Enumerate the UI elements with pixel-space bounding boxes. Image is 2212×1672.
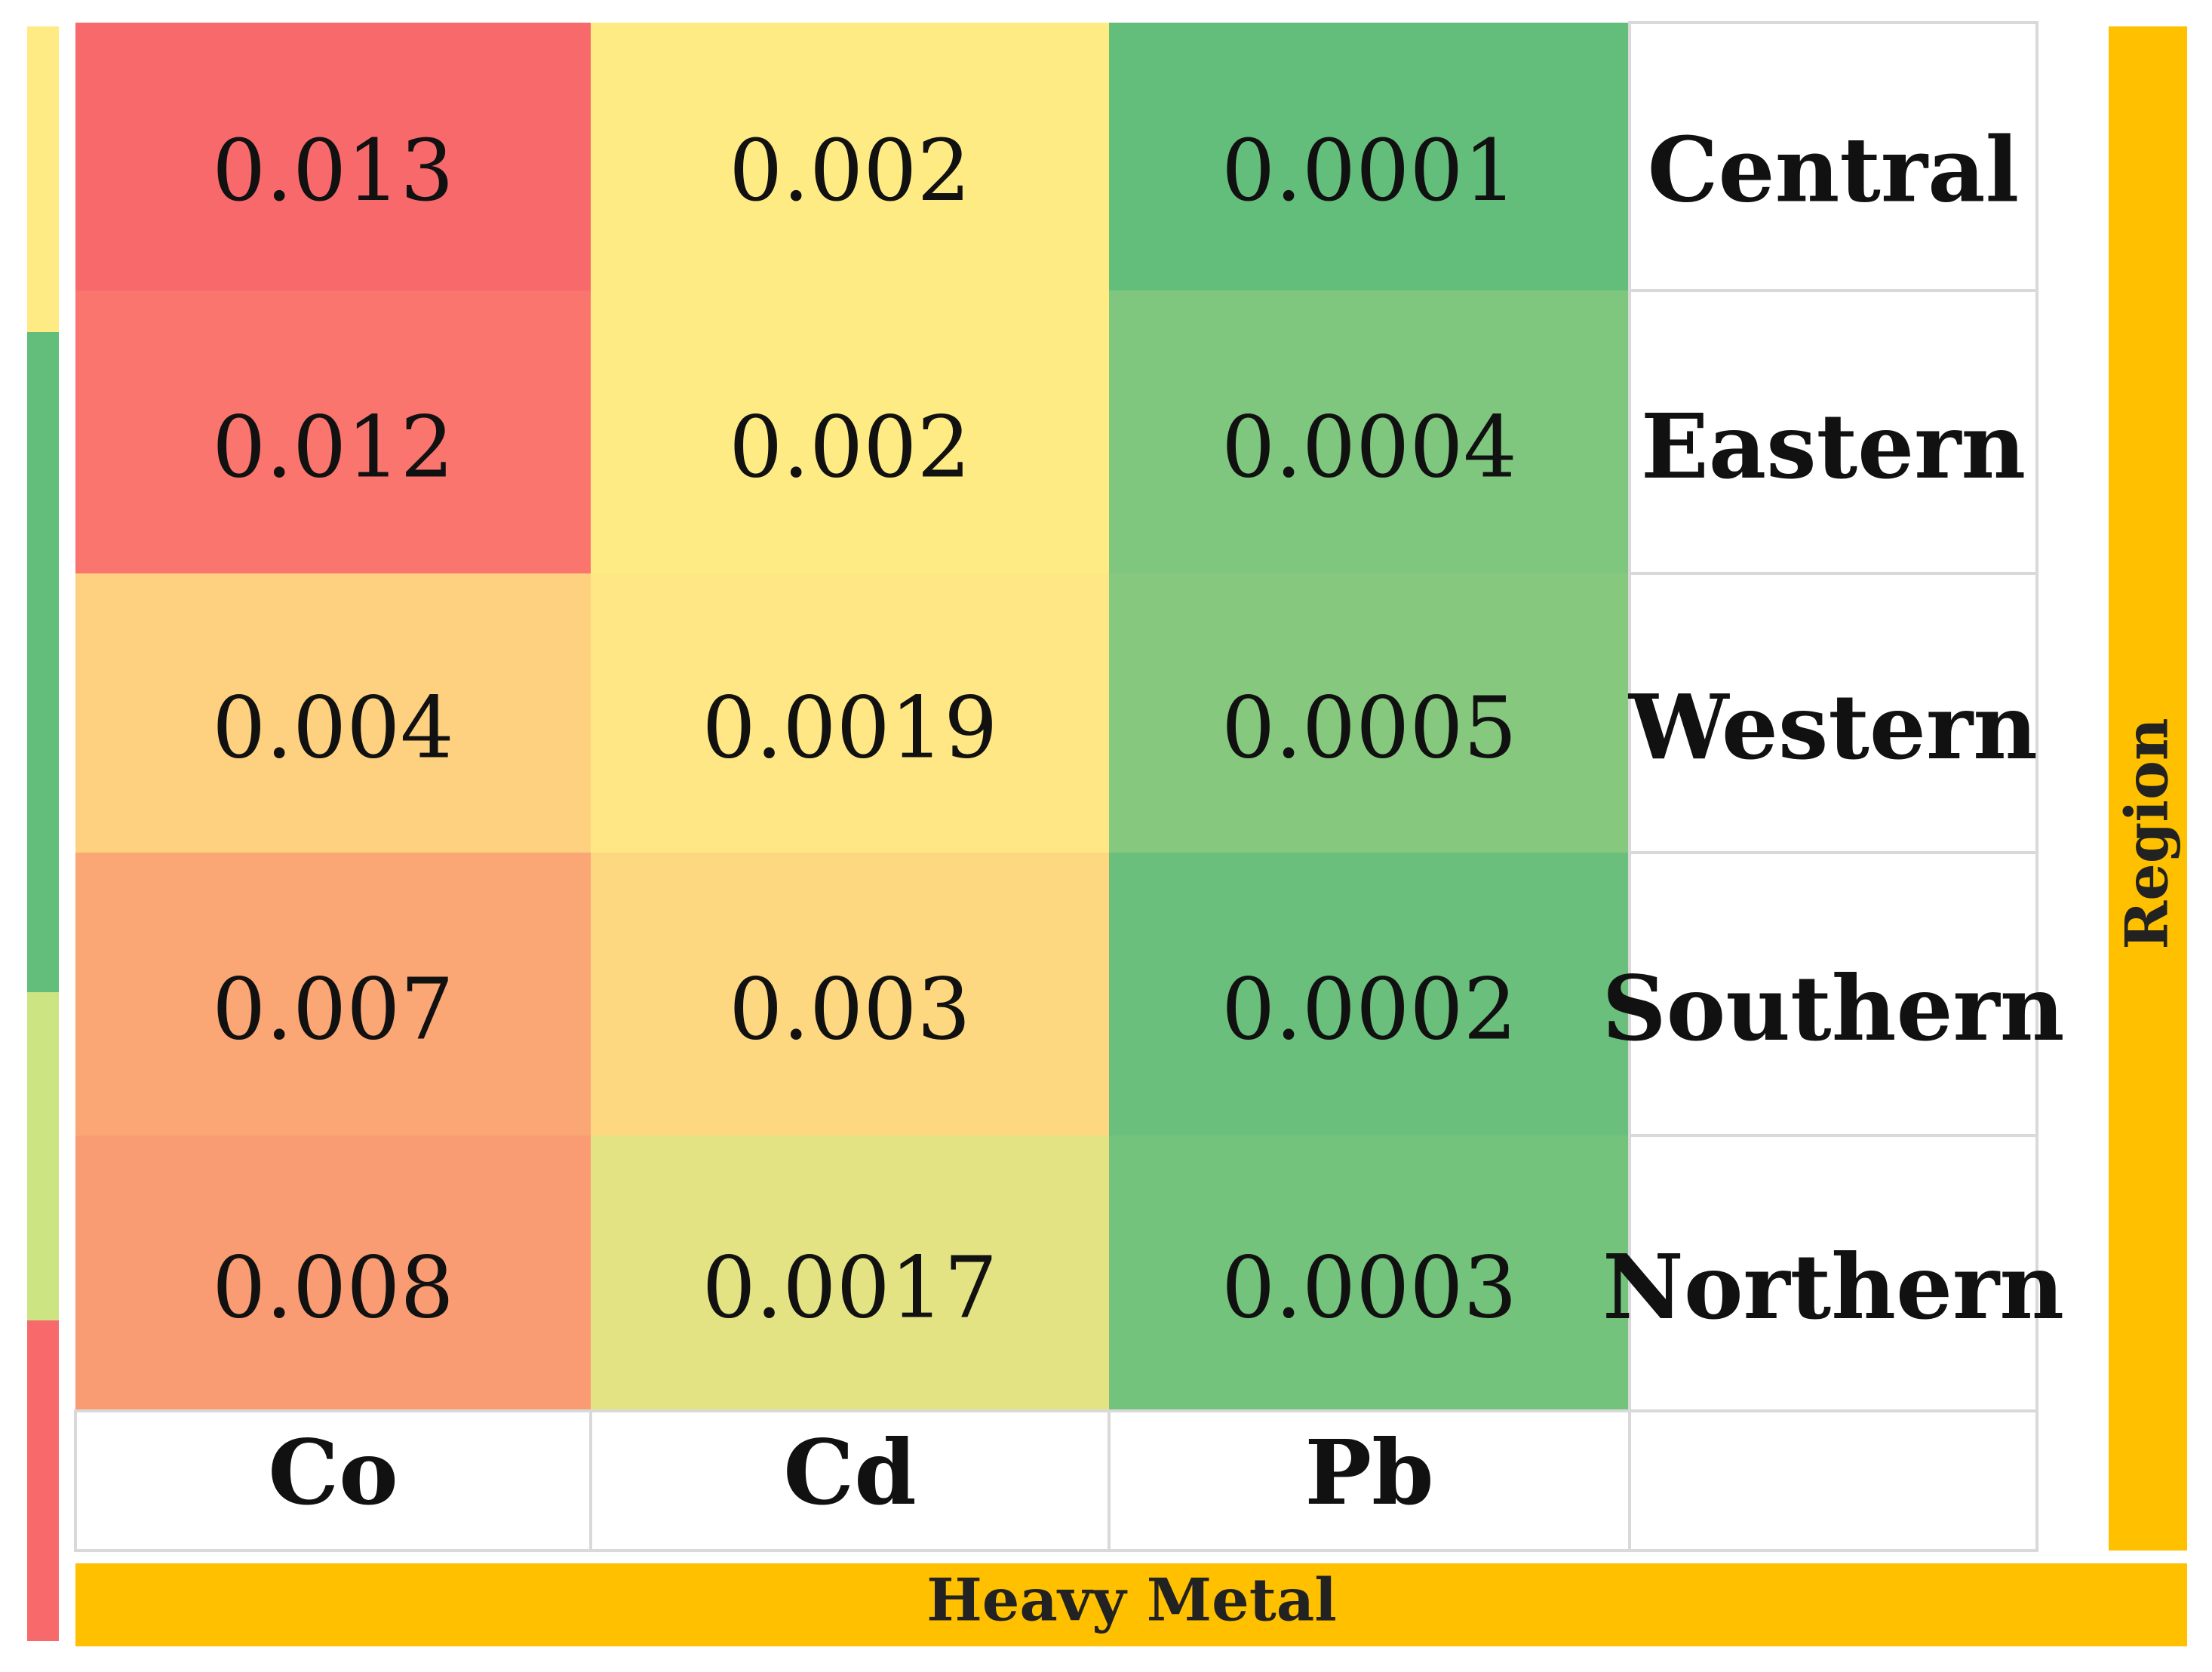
heavy-metal-axis-band <box>75 1563 2187 1646</box>
cell-value-label: 0.0017 <box>702 1240 998 1338</box>
heatmap-cell <box>1109 290 1630 573</box>
row-label: Northern <box>1602 1234 2064 1339</box>
row-label-cell <box>1628 851 2038 1137</box>
cell-value-label: 0.012 <box>212 399 454 497</box>
cell-value-label: 0.002 <box>729 399 971 497</box>
row-label: Eastern <box>1641 394 2026 499</box>
column-label: Cd <box>783 1420 916 1525</box>
heatmap-cell <box>75 23 591 290</box>
color-scale-legend <box>27 26 59 1641</box>
column-label: Pb <box>1304 1420 1433 1525</box>
cell-value-label: 0.002 <box>729 122 971 220</box>
heatmap-cell <box>75 290 591 573</box>
heatmap-cell <box>591 1136 1109 1411</box>
heavy-metal-axis-title: Heavy Metal <box>926 1566 1337 1635</box>
row-labels: Central Eastern Western Southern Northern <box>1602 21 2065 1412</box>
cell-value-label: 0.0019 <box>702 680 998 778</box>
heatmap-cells: 0.013 0.002 0.0001 0.012 0.002 0.0004 0.004 0.0… <box>75 23 1630 1411</box>
cell-value-label: 0.0004 <box>1221 399 1517 497</box>
cell-value-label: 0.0005 <box>1221 680 1517 778</box>
heatmap-cell <box>75 1136 591 1411</box>
cell-value-label: 0.003 <box>729 961 971 1059</box>
row-label: Western <box>1627 675 2038 779</box>
heatmap-cell <box>1109 853 1630 1136</box>
legend-color-strip <box>27 992 59 1320</box>
legend-color-strip <box>27 1320 59 1641</box>
cell-value-label: 0.0003 <box>1221 1240 1517 1338</box>
row-label: Central <box>1648 117 2020 222</box>
region-axis-title: Region <box>2113 718 2182 949</box>
cell-value-label: 0.0001 <box>1221 122 1517 220</box>
cell-value-label: 0.004 <box>212 680 454 778</box>
cell-value-label: 0.013 <box>212 122 454 220</box>
row-label-cell <box>1628 21 2038 292</box>
column-labels: Co Cd Pb <box>74 1409 2038 1552</box>
heatmap-cell <box>75 853 591 1136</box>
cell-value-label: 0.008 <box>212 1240 454 1338</box>
legend-color-strip <box>27 26 59 332</box>
row-label: Southern <box>1602 956 2064 1061</box>
heatmap-cell <box>75 573 591 853</box>
heatmap-cell <box>591 573 1109 853</box>
heatmap-cell <box>591 290 1109 573</box>
cell-value-label: 0.007 <box>212 961 454 1059</box>
heatmap-cell <box>591 23 1109 290</box>
cell-value-label: 0.0002 <box>1221 961 1517 1059</box>
heatmap-cell <box>591 853 1109 1136</box>
column-label: Co <box>268 1420 398 1525</box>
heatmap-cell <box>1109 23 1630 290</box>
row-label-cell <box>1628 1134 2038 1412</box>
legend-color-strip <box>27 332 59 992</box>
empty-corner-cell <box>1628 1409 2038 1552</box>
heatmap-cell <box>1109 573 1630 853</box>
region-axis-band <box>2109 26 2187 1551</box>
row-label-cell <box>1628 289 2038 575</box>
heatmap-cell <box>1109 1136 1630 1411</box>
column-header-cell <box>1108 1409 1631 1552</box>
row-label-cell <box>1628 572 2038 854</box>
